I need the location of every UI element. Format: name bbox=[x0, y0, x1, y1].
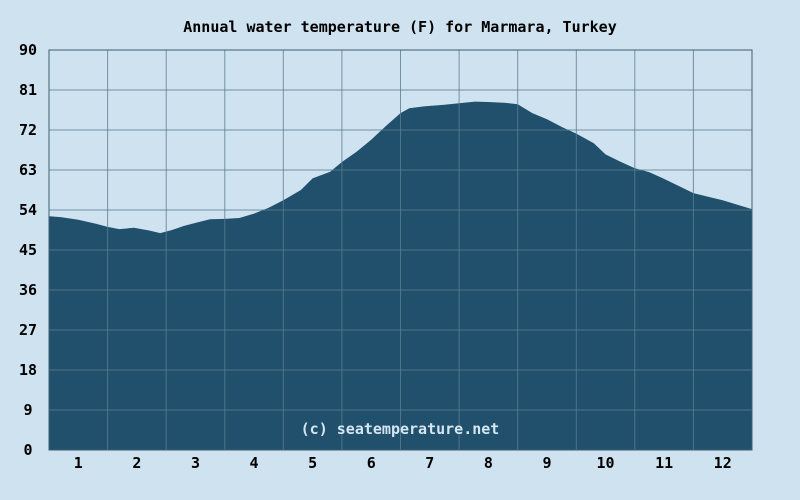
x-axis-tick-label: 12 bbox=[713, 454, 732, 472]
x-axis-tick-label: 8 bbox=[483, 454, 493, 472]
y-axis-tick-label: 36 bbox=[18, 281, 38, 299]
y-axis-tick-label: 18 bbox=[18, 361, 38, 379]
y-axis-tick-label: 54 bbox=[18, 201, 38, 219]
y-axis-tick-label: 81 bbox=[18, 81, 38, 99]
y-axis-tick-label: 9 bbox=[23, 401, 33, 419]
y-axis-tick-label: 45 bbox=[18, 241, 38, 259]
plot-border bbox=[48, 49, 753, 451]
x-axis-tick-label: 1 bbox=[73, 454, 83, 472]
x-axis-tick-label: 4 bbox=[249, 454, 259, 472]
x-axis-tick-label: 3 bbox=[190, 454, 200, 472]
y-axis-tick-label: 27 bbox=[18, 321, 38, 339]
x-axis-tick-label: 11 bbox=[655, 454, 674, 472]
x-axis-tick-label: 10 bbox=[596, 454, 615, 472]
x-axis-tick-label: 7 bbox=[425, 454, 435, 472]
x-axis-tick-label: 6 bbox=[366, 454, 376, 472]
y-axis-tick-label: 63 bbox=[18, 161, 38, 179]
x-axis-tick-label: 9 bbox=[542, 454, 552, 472]
y-axis-tick-label: 72 bbox=[18, 121, 38, 139]
x-axis-tick-label: 2 bbox=[132, 454, 142, 472]
chart-title: Annual water temperature (F) for Marmara… bbox=[183, 18, 617, 36]
y-axis-tick-label: 90 bbox=[18, 41, 38, 59]
x-axis-tick-label: 5 bbox=[308, 454, 318, 472]
y-axis-tick-label: 0 bbox=[23, 441, 33, 459]
watermark: (c) seatemperature.net bbox=[300, 420, 500, 438]
